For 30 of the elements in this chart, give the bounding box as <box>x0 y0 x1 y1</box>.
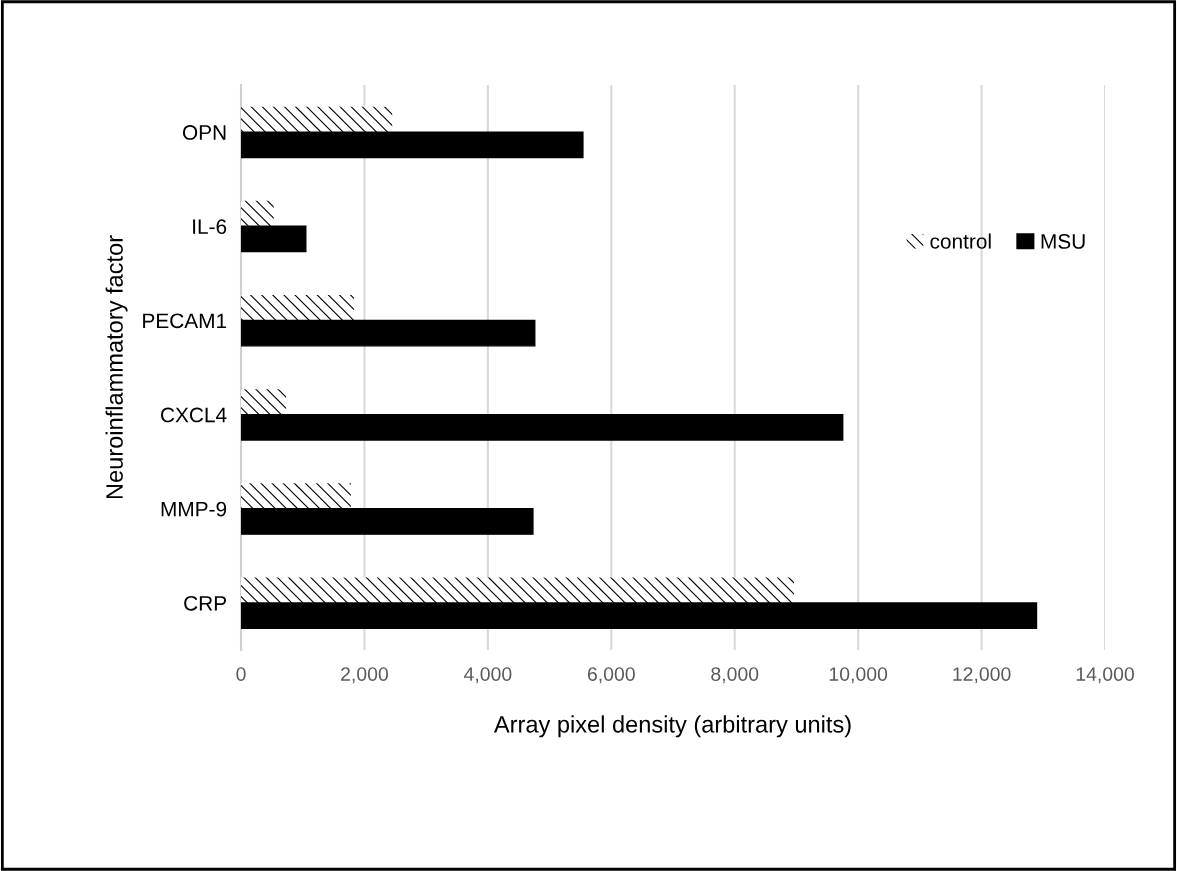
x-tick-label: 14,000 <box>1076 667 1134 684</box>
bar <box>241 413 844 441</box>
bar <box>241 106 393 133</box>
bar <box>241 319 536 347</box>
x-tick-label: 0 <box>236 667 246 681</box>
x-tick-label: 8,000 <box>711 667 759 684</box>
x-axis-title: Array pixel density (arbitrary units) <box>493 715 851 738</box>
bar <box>241 131 584 159</box>
legend-label: control <box>930 233 991 249</box>
x-tick-label: 12,000 <box>953 667 1011 684</box>
x-tick-label: 4,000 <box>463 667 512 684</box>
bar <box>241 389 287 415</box>
x-tick-label: 10,000 <box>829 667 888 684</box>
y-tick-label: MMP-9 <box>161 501 227 517</box>
bar <box>241 508 534 535</box>
bar <box>241 225 307 253</box>
bar <box>241 200 274 227</box>
y-axis-title: Neuroinflammatory factor <box>105 235 128 499</box>
bar <box>241 602 1038 630</box>
y-tick-label: CXCL4 <box>161 407 227 423</box>
y-tick-label: PECAM1 <box>143 313 227 329</box>
x-tick-label: 6,000 <box>587 667 635 684</box>
y-tick-label: OPN <box>182 125 226 140</box>
y-tick-label: IL-6 <box>193 219 227 234</box>
legend-label: MSU <box>1041 234 1085 249</box>
bar <box>241 294 354 321</box>
x-tick-label: 2,000 <box>341 667 388 684</box>
bar <box>241 577 794 603</box>
y-tick-label: CRP <box>184 595 227 611</box>
bar <box>241 483 351 509</box>
